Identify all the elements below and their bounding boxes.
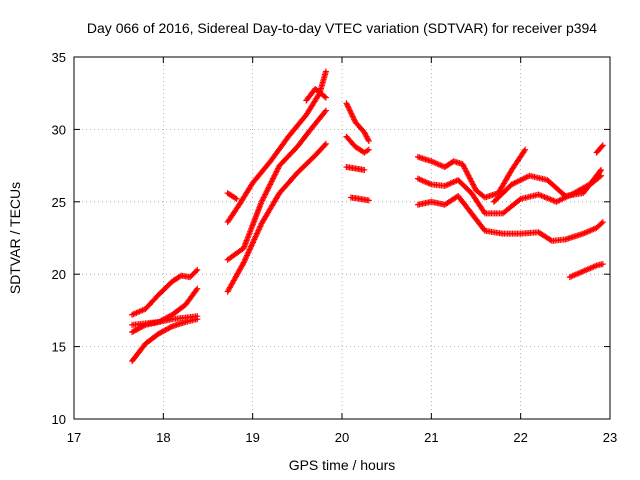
data-point	[321, 93, 328, 100]
data-point	[193, 268, 200, 275]
data-point	[598, 143, 605, 150]
x-tick-label: 22	[513, 430, 527, 445]
data-point	[365, 146, 372, 153]
y-tick-label: 25	[52, 195, 66, 210]
data-point	[599, 261, 606, 268]
series-track-11	[343, 133, 372, 156]
series-track-12	[343, 164, 368, 173]
series-track-6	[224, 68, 329, 226]
data-point	[365, 137, 372, 144]
series-track-10	[343, 100, 372, 144]
data-point	[322, 107, 329, 114]
series-track-7	[224, 107, 329, 263]
data-point	[598, 166, 605, 173]
series-track-1	[129, 266, 201, 318]
data-point	[322, 140, 329, 147]
data-point	[599, 219, 606, 226]
series-track-16	[490, 166, 605, 205]
data-point	[361, 166, 368, 173]
plot-marks	[129, 68, 606, 365]
data-point	[521, 148, 528, 155]
x-tick-label: 19	[245, 430, 259, 445]
y-axis-label: SDTVAR / TECUs	[7, 182, 23, 294]
series-track-8	[224, 140, 329, 295]
data-point	[597, 168, 604, 175]
x-tick-label: 21	[424, 430, 438, 445]
data-point	[194, 316, 201, 323]
data-point	[322, 94, 329, 101]
data-point	[193, 287, 200, 294]
data-point	[598, 220, 605, 227]
y-tick-label: 20	[52, 267, 66, 282]
data-point	[233, 195, 240, 202]
series-track-19	[593, 142, 606, 156]
series-track-4	[129, 316, 201, 365]
plot-frame	[73, 56, 611, 420]
data-point	[321, 142, 328, 149]
data-point	[321, 108, 328, 115]
data-point	[167, 324, 174, 331]
data-point	[194, 285, 201, 292]
x-tick-label: 18	[156, 430, 170, 445]
y-tick-label: 15	[52, 340, 66, 355]
series-track-13	[347, 194, 372, 204]
series-track-9	[303, 85, 329, 104]
data-point	[232, 195, 239, 202]
series-track-14	[414, 146, 529, 201]
x-tick-label: 20	[335, 430, 349, 445]
x-tick-label: 17	[67, 430, 81, 445]
y-tick-label: 10	[52, 412, 66, 427]
y-tick-label: 35	[52, 50, 66, 65]
data-point	[522, 146, 529, 153]
series-track-17	[414, 193, 606, 244]
x-axis-label: GPS time / hours	[289, 457, 396, 473]
data-point	[599, 142, 606, 149]
series-track-5	[224, 190, 240, 202]
tick-labels: 17 18 19 20 21 22 23 10 15 20 25 30 35	[52, 50, 618, 445]
data-point	[322, 68, 329, 75]
grid	[74, 57, 610, 419]
data-point	[365, 197, 372, 204]
series-track-18	[566, 261, 606, 281]
chart-title: Day 066 of 2016, Sidereal Day-to-day VTE…	[87, 20, 597, 36]
x-tick-label: 23	[603, 430, 617, 445]
data-point	[194, 266, 201, 273]
y-tick-label: 30	[52, 122, 66, 137]
